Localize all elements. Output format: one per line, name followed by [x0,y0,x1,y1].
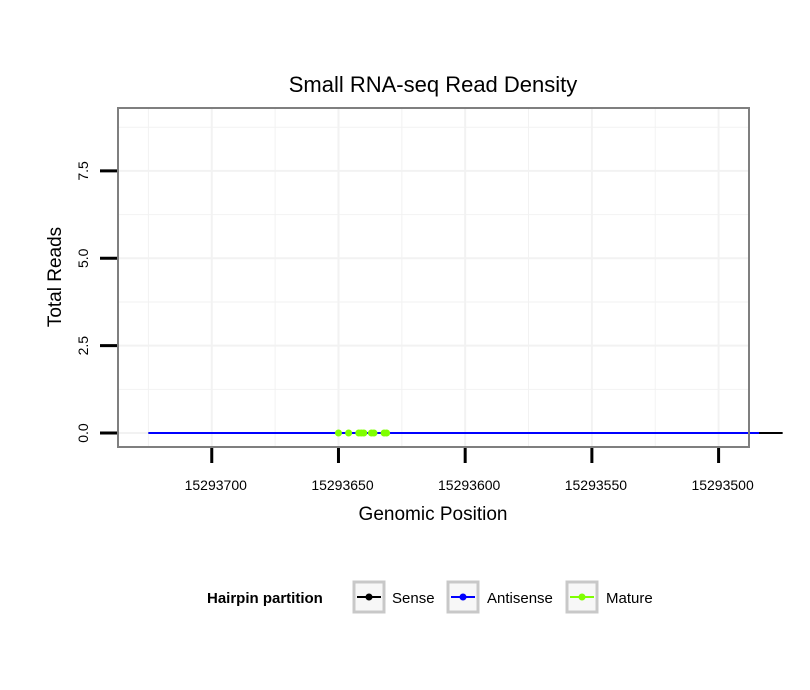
y-tick-label: 5.0 [75,248,91,268]
x-tick-label: 15293550 [565,477,628,493]
mature-point [383,429,391,437]
legend-label-antisense: Antisense [487,590,553,607]
legend: Hairpin partition Sense Antisense Mature [207,580,653,614]
y-axis: 0.0 2.5 5.0 7.5 [75,161,117,443]
x-axis-title: Genomic Position [359,504,508,525]
mature-point [334,429,342,437]
mature-point [345,429,353,437]
y-tick-label: 7.5 [75,161,91,181]
legend-item-sense: Sense [352,580,435,614]
x-tick-label: 15293500 [691,477,754,493]
y-tick-label: 0.0 [75,423,91,443]
plot-border [117,107,750,448]
mature-point [360,429,368,437]
legend-item-mature: Mature [565,580,653,614]
x-axis: 15293700 15293650 15293600 15293550 15293500 [185,448,754,493]
series-layer [148,429,783,437]
legend-dot-antisense [459,593,467,601]
legend-item-antisense: Antisense [446,580,553,614]
mature-point [370,429,378,437]
x-tick-label: 15293700 [185,477,248,493]
x-tick-label: 15293600 [438,477,501,493]
chart-title: Small RNA-seq Read Density [289,72,578,97]
legend-title: Hairpin partition [207,590,323,607]
grid [118,108,749,447]
y-tick-label: 2.5 [75,336,91,356]
legend-label-sense: Sense [392,590,435,607]
x-tick-label: 15293650 [311,477,374,493]
legend-label-mature: Mature [606,590,653,607]
y-axis-title: Total Reads [45,227,66,327]
legend-dot-mature [578,593,586,601]
legend-dot-sense [365,593,373,601]
